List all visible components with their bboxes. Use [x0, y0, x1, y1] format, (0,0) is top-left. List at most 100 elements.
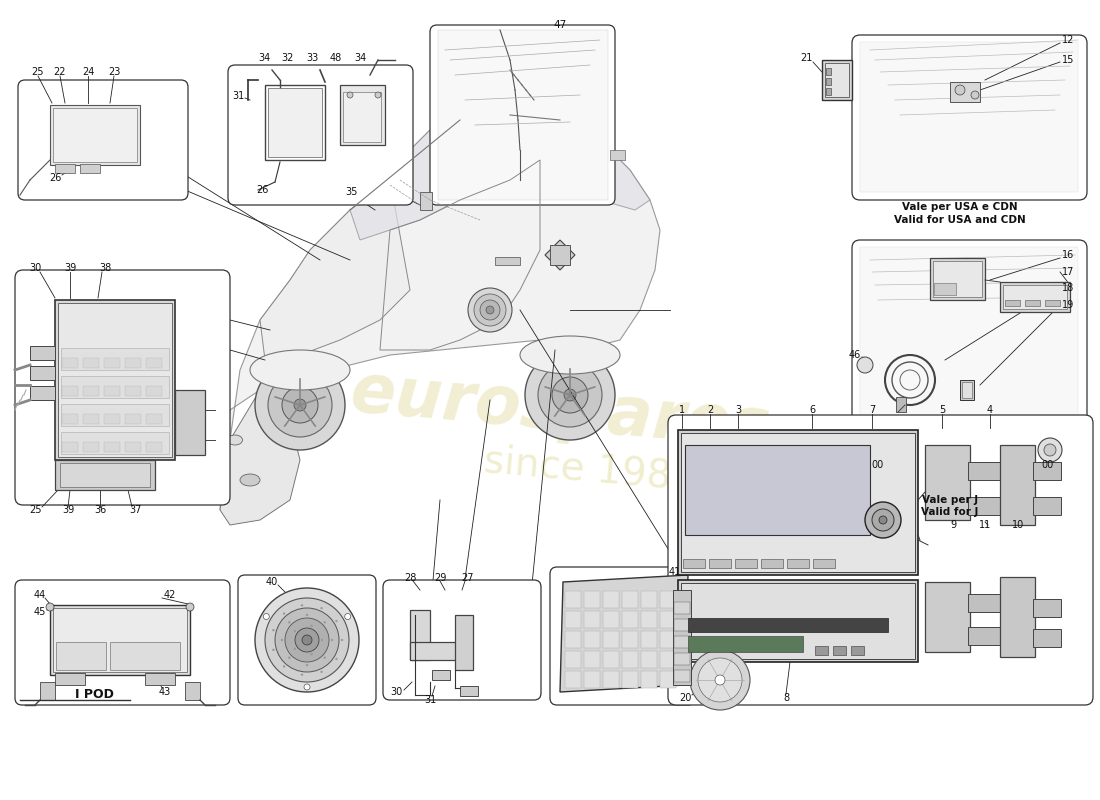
Bar [960, 380, 974, 400]
FancyBboxPatch shape [15, 270, 230, 505]
Circle shape [320, 670, 322, 673]
Text: 38: 38 [99, 263, 111, 273]
Bar [125, 414, 141, 424]
Text: 1: 1 [679, 405, 685, 415]
Bar [55, 164, 75, 173]
Text: Vale per J: Vale per J [922, 495, 978, 505]
Bar [104, 442, 120, 452]
Bar [82, 386, 99, 396]
Bar [925, 445, 970, 520]
Bar [610, 150, 625, 160]
FancyBboxPatch shape [383, 580, 541, 700]
Ellipse shape [240, 474, 260, 486]
Bar [660, 611, 676, 628]
Text: 44: 44 [34, 590, 46, 600]
Bar [968, 594, 1003, 612]
Bar [1005, 300, 1020, 306]
Bar [455, 615, 473, 670]
Text: 46: 46 [849, 350, 861, 360]
Circle shape [255, 360, 345, 450]
Bar [674, 602, 690, 614]
Text: 11: 11 [979, 520, 991, 530]
Circle shape [265, 598, 349, 682]
Bar [962, 382, 972, 398]
Bar [175, 390, 205, 455]
Bar [1003, 285, 1067, 309]
Bar [565, 651, 581, 668]
Text: 25: 25 [29, 505, 42, 515]
Circle shape [344, 614, 351, 619]
Bar [641, 651, 657, 668]
Bar [688, 636, 803, 652]
Bar [603, 631, 619, 648]
Bar [565, 591, 581, 608]
Bar [641, 611, 657, 628]
Circle shape [323, 621, 326, 623]
Bar [826, 68, 830, 75]
Circle shape [857, 357, 873, 373]
Text: 30: 30 [389, 687, 403, 697]
Text: 22: 22 [54, 67, 66, 77]
Bar [584, 651, 600, 668]
Bar [660, 591, 676, 608]
Circle shape [285, 618, 329, 662]
Bar [710, 559, 732, 568]
Bar [688, 618, 888, 632]
Bar [62, 386, 78, 396]
Circle shape [294, 399, 306, 411]
Text: 2: 2 [707, 405, 713, 415]
Circle shape [272, 629, 275, 631]
FancyBboxPatch shape [430, 25, 615, 205]
Text: 39: 39 [62, 505, 74, 515]
Text: 34: 34 [354, 53, 366, 63]
Circle shape [336, 658, 338, 660]
Text: 36: 36 [94, 505, 106, 515]
FancyBboxPatch shape [550, 567, 695, 705]
Bar [60, 463, 150, 487]
Text: Valid for J: Valid for J [922, 507, 979, 517]
Bar [80, 164, 100, 173]
Bar [62, 358, 78, 368]
Polygon shape [540, 120, 650, 210]
Text: 8: 8 [783, 693, 789, 703]
Circle shape [971, 91, 979, 99]
Circle shape [295, 628, 319, 652]
Bar [550, 245, 570, 265]
Bar [60, 432, 169, 454]
Text: 19: 19 [1062, 300, 1074, 310]
Bar [641, 631, 657, 648]
Bar [930, 258, 984, 300]
Text: 24: 24 [81, 67, 95, 77]
Text: 33: 33 [306, 53, 318, 63]
Bar [660, 631, 676, 648]
Bar [125, 358, 141, 368]
Polygon shape [220, 115, 660, 510]
Circle shape [321, 638, 323, 642]
Polygon shape [220, 390, 300, 525]
Text: I POD: I POD [75, 689, 114, 702]
Bar [813, 559, 835, 568]
Text: 37: 37 [129, 505, 141, 515]
Bar [390, 186, 410, 200]
Bar [146, 358, 162, 368]
Bar [55, 300, 175, 460]
Bar [860, 247, 1078, 502]
Bar [185, 682, 200, 700]
Bar [660, 671, 676, 688]
Text: since 1982: since 1982 [483, 442, 697, 498]
FancyBboxPatch shape [238, 575, 376, 705]
Circle shape [304, 684, 310, 690]
Bar [641, 591, 657, 608]
Bar [56, 642, 106, 670]
Bar [1033, 462, 1062, 480]
Circle shape [283, 666, 285, 668]
Bar [825, 63, 849, 97]
Bar [495, 257, 520, 265]
Bar [110, 642, 180, 670]
Bar [851, 646, 864, 655]
Text: 4: 4 [987, 405, 993, 415]
Polygon shape [560, 575, 688, 692]
Bar [603, 671, 619, 688]
Bar [432, 670, 450, 680]
Bar [40, 682, 55, 700]
